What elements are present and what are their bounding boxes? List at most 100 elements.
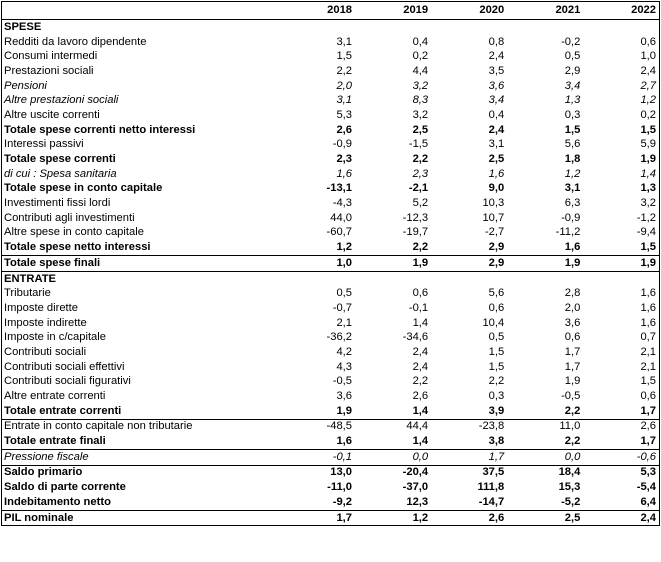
row-value: -20,4 [402,466,429,479]
row-value [583,271,659,286]
row-label: Contributi agli investimenti [4,211,135,224]
row-label: Imposte indirette [4,316,87,329]
table-row: Contributi sociali figurativi -0,5 2,2 2,2 1… [2,375,660,390]
row-value: -0,9 [561,211,581,224]
row-value [279,271,355,286]
row-value: 3,1 [564,182,581,195]
row-value: 0,5 [336,287,353,300]
row-value: 6,4 [583,495,660,511]
row-value: 2,4 [640,511,656,524]
row-value: 5,3 [640,466,656,479]
year-header: 2019 [355,1,432,20]
row-value: 2,5 [412,123,429,136]
table-body: SPESE Redditi da lavoro dipendente 3,1 0,4 0… [1,20,660,526]
row-value: 1,2 [278,240,356,257]
row-value: 1,4 [640,167,656,180]
table-row: Altre entrate correnti 3,6 2,6 0,3 -0,5 0,6 [2,389,660,404]
row-value: 3,9 [431,403,508,420]
row-value: 1,5 [488,360,505,373]
row-value: 44,4 [406,420,429,433]
row-value [279,20,355,35]
table-row: Pressione fiscale -0,1 0,0 1,7 0,0 -0,6 [1,449,660,466]
table-row: Altre uscite correnti 5,3 3,2 0,4 0,3 0,2 [2,108,660,123]
row-value: -12,3 [402,211,429,224]
row-value: 1,6 [640,301,656,314]
row-label: ENTRATE [4,272,56,285]
table-row: Investimenti fissi lordi -4,3 5,2 10,3 6,3 3,… [2,196,660,211]
row-value: -0,1 [278,449,356,466]
row-value: -36,2 [326,331,353,344]
row-value: -23,8 [478,420,505,433]
row-value: 4,3 [336,360,353,373]
row-value: -11,0 [327,481,353,494]
table-row: Altre prestazioni sociali 3,1 8,3 3,4 1,3 1,2 [2,93,660,108]
row-label: Consumi intermedi [4,50,98,63]
row-value: 0,6 [640,390,656,403]
table-row: Totale entrate finali 1,6 1,4 3,8 2,2 1,7 [1,434,660,450]
row-label: Interessi passivi [4,138,84,151]
row-value: 5,2 [412,197,429,210]
row-value: 2,4 [640,64,656,77]
row-value: 12,3 [355,495,432,511]
row-value: 2,2 [412,153,429,166]
row-value: 1,6 [278,434,356,450]
row-label: di cui : Spesa sanitaria [4,167,117,180]
row-value: 1,3 [640,182,656,195]
row-value: -5,4 [636,481,656,494]
row-label: Contributi sociali effettivi [4,360,125,373]
row-label: Pressione fiscale [1,449,279,466]
row-value: 0,6 [412,287,429,300]
row-value: 0,6 [564,331,581,344]
row-value: 5,9 [640,138,656,151]
table-row: di cui : Spesa sanitaria 1,6 2,3 1,6 1,2 1,4 [2,167,660,182]
table-row: Contributi agli investimenti 44,0 -12,3 10,… [2,211,660,226]
row-value: 6,3 [564,197,581,210]
row-value: 2,3 [336,153,353,166]
row-label: SPESE [4,20,42,33]
row-value: 1,5 [488,345,505,358]
row-value: 5,6 [488,287,505,300]
table-row: SPESE [2,20,660,35]
row-value: -9,2 [278,495,356,511]
row-value: 1,5 [336,50,353,63]
row-value: 2,0 [336,79,353,92]
row-value: 1,7 [431,449,508,466]
row-label: Totale spese correnti netto interessi [4,123,196,136]
year-header: 2020 [431,1,508,20]
row-value: 0,8 [488,35,505,48]
row-value: 0,6 [640,35,656,48]
row-value: 1,2 [564,167,581,180]
row-label: Imposte in c/capitale [4,331,106,344]
row-value: -0,9 [332,138,353,151]
row-value: 2,1 [640,360,656,373]
table-row: Prestazioni sociali 2,2 4,4 3,5 2,9 2,4 [2,64,660,79]
row-value: 3,1 [336,35,353,48]
row-label: Totale spese in conto capitale [4,182,163,195]
row-value: 0,7 [640,331,656,344]
row-value: 1,5 [640,375,656,388]
row-value: 2,2 [507,403,584,420]
table-row: Entrate in conto capitale non tributarie… [2,419,660,434]
row-value [583,20,659,35]
row-value: 2,5 [488,153,505,166]
row-value: 2,2 [412,375,429,388]
row-value: 1,5 [640,123,656,136]
row-value: 3,1 [488,138,505,151]
row-value: 3,5 [488,64,505,77]
row-value: 2,4 [488,123,505,136]
table-row: Redditi da lavoro dipendente 3,1 0,4 0,8 -0,… [2,35,660,50]
row-value: 1,3 [564,94,581,107]
row-value: 1,4 [355,403,432,420]
row-value [431,20,507,35]
finance-table: 2018 2019 2020 2021 2022 SPESE Redditi da… [1,1,660,527]
row-value: 0,5 [488,331,505,344]
row-value: 1,7 [564,360,581,373]
table-row: Imposte indirette 2,1 1,4 10,4 3,6 1,6 [2,316,660,331]
row-value: 0,2 [640,108,656,121]
table-row: Totale entrate correnti 1,9 1,4 3,9 2,2 1,7 [1,403,660,420]
row-label: Tributarie [4,287,51,300]
table-row: Contributi sociali effettivi 4,3 2,4 1,5 1,7… [2,360,660,375]
row-value: -0,6 [583,449,660,466]
row-value: 5,6 [564,138,581,151]
row-value: 1,7 [336,511,353,524]
